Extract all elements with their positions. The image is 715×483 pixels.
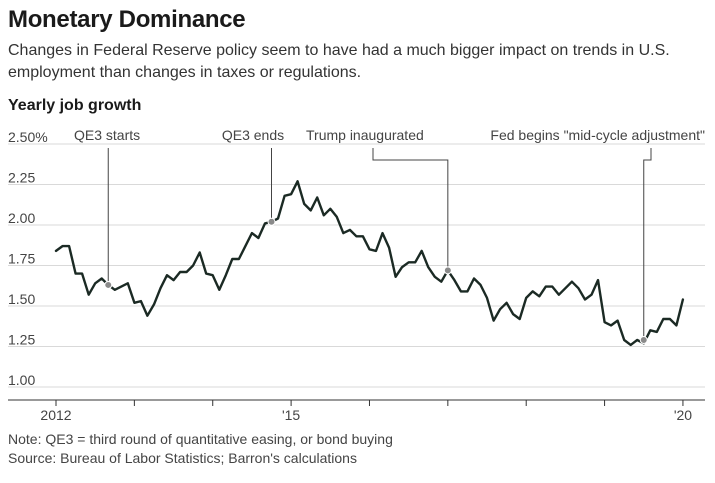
note-text: Note: QE3 = third round of quantitative … (8, 431, 393, 447)
annotation-marker (639, 336, 648, 345)
annotation-label: QE3 starts (74, 127, 140, 143)
annotation-label: Fed begins "mid-cycle adjustment" (490, 127, 705, 143)
annotation-leader (643, 148, 652, 341)
x-tick-label: '15 (282, 407, 300, 423)
y-tick-label: 2.50% (8, 129, 48, 145)
annotation-labels: QE3 starts QE3 ends Trump inaugurated Fed b… (74, 127, 705, 143)
annotation-leader (372, 148, 449, 271)
annotation-marker (267, 217, 276, 226)
annotation-marker (443, 266, 452, 275)
y-tick-label: 1.75 (8, 251, 35, 267)
chart-subtitle: Changes in Federal Reserve policy seem t… (8, 42, 670, 81)
y-tick-label: 2.00 (8, 210, 35, 226)
y-tick-label: 2.25 (8, 170, 35, 186)
chart-notes: Note: QE3 = third round of quantitative … (8, 430, 393, 468)
y-axis-title: Yearly job growth (8, 97, 142, 114)
annotation-label: QE3 ends (222, 127, 284, 143)
gridlines (8, 143, 705, 388)
annotation-markers (104, 217, 648, 345)
y-tick-label: 1.50 (8, 291, 35, 307)
chart-title: Monetary Dominance (8, 6, 246, 33)
series (54, 180, 685, 347)
line-chart: 2.50% 2.25 2.00 1.75 1.50 1.25 1.00 2012 '15 '20… (8, 127, 705, 423)
y-axis-ticks: 2.50% 2.25 2.00 1.75 1.50 1.25 1.00 (8, 129, 48, 388)
annotation-leaders (107, 148, 652, 341)
y-tick-label: 1.00 (8, 372, 35, 388)
annotation-label: Trump inaugurated (306, 127, 424, 143)
job-growth-line (54, 180, 685, 347)
y-tick-label: 1.25 (8, 332, 35, 348)
x-tick-label: '20 (674, 407, 692, 423)
x-tick-label: 2012 (40, 407, 71, 423)
annotation-marker (104, 280, 113, 289)
source-text: Source: Bureau of Labor Statistics; Barr… (8, 450, 357, 466)
x-axis: 2012 '15 '20 (8, 399, 705, 423)
